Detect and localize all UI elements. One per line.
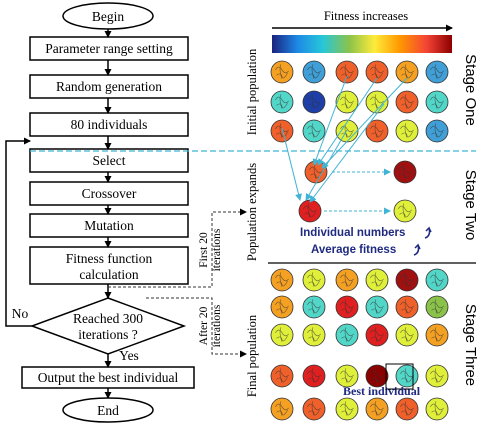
no-label: No — [12, 306, 29, 321]
stage-one-population — [270, 60, 449, 143]
stage-two-label: Stage Two — [462, 170, 479, 241]
stage-two-population — [298, 160, 417, 223]
stage-three-individual — [270, 295, 294, 319]
stage-three-label: Stage Three — [462, 304, 479, 386]
random-label: Random generation — [56, 79, 162, 94]
stage-three-individual — [302, 268, 326, 292]
stage-three-individual — [395, 323, 419, 347]
stage-three-individual — [425, 323, 449, 347]
crossover-label: Crossover — [82, 186, 137, 201]
stage-three-individual — [335, 364, 359, 388]
stage-one-individual — [335, 119, 359, 143]
begin-label: Begin — [92, 9, 124, 24]
selection-arrows — [281, 75, 408, 203]
decision-label-2: iterations ? — [78, 327, 138, 342]
stage-two-individual — [393, 199, 417, 223]
stage-three-individual — [425, 268, 449, 292]
stage-three-individual — [365, 295, 389, 319]
average-fitness-trend-icon — [413, 243, 421, 256]
stage-two-individual — [393, 160, 417, 184]
after-20-label-2: iterations — [211, 304, 223, 347]
after-20-label-1: After 20 — [198, 306, 210, 345]
stage-three-individual — [335, 268, 359, 292]
branch-labels: First 20 iterations After 20 iterations — [198, 228, 223, 347]
stage-three-individual — [365, 323, 389, 347]
stage-three-individual — [270, 268, 294, 292]
stage-three-individual — [302, 397, 326, 421]
stage-one-individual — [270, 60, 294, 84]
stage-one-label: Stage One — [462, 54, 479, 126]
stage-one-individual — [302, 60, 326, 84]
yes-label: Yes — [119, 348, 139, 363]
best-individual — [365, 364, 389, 388]
average-fitness-label: Average fitness — [311, 244, 396, 256]
stage-three-individual — [425, 397, 449, 421]
stage-three-individual — [425, 295, 449, 319]
initial-population-label: Initial population — [245, 48, 259, 135]
stage-two-individual — [304, 160, 328, 184]
stage-three-individual — [395, 397, 419, 421]
stage-three-individual — [302, 364, 326, 388]
fitness-colorbar — [272, 35, 452, 53]
final-population-label: Final population — [245, 314, 259, 397]
stage-one-individual — [425, 119, 449, 143]
stage-one-individual — [365, 60, 389, 84]
stage-one-individual — [395, 119, 419, 143]
stage-one-individual — [425, 60, 449, 84]
stage-three-population — [270, 268, 449, 421]
decision-node — [29, 297, 187, 355]
select-label: Select — [93, 153, 126, 168]
best-individual-frame — [385, 363, 414, 390]
stage-three-individual — [395, 295, 419, 319]
mutation-label: Mutation — [84, 218, 134, 233]
stage-one-individual — [270, 90, 294, 114]
fitness-label-1: Fitness function — [66, 251, 153, 266]
individual-numbers-trend-icon — [424, 226, 432, 239]
stage-two-individual — [298, 199, 322, 223]
stage-three-individual — [425, 364, 449, 388]
stage-three-individual — [365, 397, 389, 421]
stage-three-individual — [335, 295, 359, 319]
stage-three-individual — [302, 295, 326, 319]
stage-one-individual — [365, 119, 389, 143]
stage-three-individual — [270, 364, 294, 388]
stage-three-individual — [302, 323, 326, 347]
expand-arrows — [324, 168, 391, 215]
fitness-label-2: calculation — [79, 267, 138, 282]
stage-one-individual — [335, 60, 359, 84]
population-expands-label: Population expands — [245, 163, 259, 261]
first-20-label-1: First 20 — [198, 232, 210, 268]
decision-label-1: Reached 300 — [73, 311, 143, 326]
stage-three-individual — [365, 268, 389, 292]
stage-three-individual — [270, 323, 294, 347]
stage-one-individual — [395, 60, 419, 84]
stage-one-individual — [395, 90, 419, 114]
stage-three-individual — [335, 323, 359, 347]
stage-one-individual — [270, 119, 294, 143]
branch-connectors — [108, 208, 247, 358]
best-individual-label: Best individual — [343, 384, 421, 398]
first-20-label-2: iterations — [211, 228, 223, 271]
flowchart-labels: Begin Parameter range setting Random gen… — [12, 9, 179, 418]
flow-arrows — [5, 29, 112, 399]
output-label: Output the best individual — [38, 370, 179, 385]
stage-three-individual — [270, 397, 294, 421]
param-label: Parameter range setting — [45, 41, 173, 56]
stage-three-individual — [335, 397, 359, 421]
fitness-increases-label: Fitness increases — [324, 9, 408, 23]
individuals-label: 80 individuals — [71, 117, 148, 132]
stage-one-individual — [425, 90, 449, 114]
flowchart — [21, 2, 195, 423]
individual-numbers-label: Individual numbers — [300, 227, 405, 239]
stage-three-individual — [395, 268, 419, 292]
stage-one-individual — [335, 90, 359, 114]
end-label: End — [97, 403, 119, 418]
stage-one-individual — [302, 90, 326, 114]
stage-one-individual — [302, 119, 326, 143]
